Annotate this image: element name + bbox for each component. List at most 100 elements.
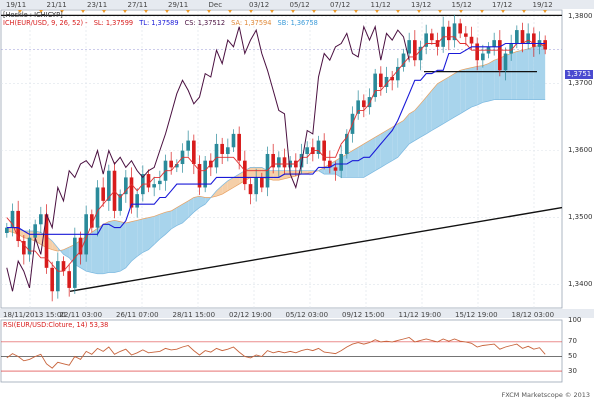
rsi-legend-text: RSI(EUR/USD:Cloture, 14) 53,38 [3, 321, 109, 329]
candle-body [373, 73, 377, 98]
bottom-date-label: 09/12 15:00 [342, 311, 385, 319]
candle-body [424, 33, 428, 47]
kumo-segment [165, 210, 172, 235]
legend-sa: SA: 1,37594 [231, 19, 272, 27]
candle-body [299, 153, 304, 168]
kumo-segment [284, 170, 291, 179]
kumo-segment [176, 204, 183, 226]
event-marker [270, 10, 274, 13]
kumo-segment [431, 83, 438, 131]
kumo-segment [131, 220, 138, 262]
legend-sb: SB: 1,36758 [277, 19, 318, 27]
candle-body [237, 133, 241, 161]
candle-body [44, 214, 49, 268]
event-marker [165, 10, 169, 13]
top-date-label: 17/12 [492, 1, 513, 9]
kumo-segment [392, 123, 398, 161]
candle-body [532, 33, 536, 47]
candle-body [305, 147, 309, 154]
kumo-segment [375, 133, 381, 171]
candle-body [339, 153, 343, 171]
event-marker [396, 10, 400, 13]
candle-body [169, 160, 173, 168]
kumo-segment [125, 221, 132, 268]
candle-body [328, 160, 332, 168]
bottom-date-label: 26/11 07:00 [116, 311, 159, 319]
candle-body [356, 100, 360, 114]
current-price-badge: 1,3751 [565, 70, 593, 79]
kumo-segment [108, 220, 115, 273]
footer-credit: FXCM Marketscope © 2013 [501, 391, 590, 399]
kumo-segment [454, 70, 461, 118]
date-strip-bottom [0, 309, 594, 318]
legend-tl: TL: 1,37589 [139, 19, 179, 27]
legend-title-text: [Hoskle : ICHICYP] [3, 11, 63, 19]
top-date-label: 19/12 [532, 1, 553, 9]
senkou-b-line [6, 99, 546, 275]
kumo-segment [369, 137, 376, 175]
candle-body [390, 76, 394, 81]
candle-body [214, 143, 219, 168]
candle-body [498, 40, 502, 71]
event-marker [207, 10, 211, 13]
kumo-segment [295, 170, 302, 177]
kumo-segment [420, 97, 427, 138]
candle-body [277, 157, 281, 168]
tenkan-sen-line [6, 36, 546, 272]
candle-body [73, 237, 77, 288]
event-marker [18, 10, 22, 13]
kumo-segment [154, 214, 160, 245]
candle-body [458, 23, 462, 34]
kumo-segment [97, 224, 104, 274]
candle-body [271, 153, 275, 168]
bottom-date-label: 18/12 03:00 [511, 311, 555, 319]
event-marker [375, 10, 379, 13]
kumo-segment [148, 216, 155, 250]
kumo-segment [182, 200, 189, 223]
candle-body [61, 261, 66, 272]
candle-body [452, 23, 457, 41]
kumo-segment [159, 212, 166, 240]
candle-body [10, 210, 15, 228]
candle-body [481, 53, 485, 61]
event-marker [354, 10, 358, 13]
top-date-label: 27/11 [127, 1, 148, 9]
candle-body [50, 267, 54, 292]
kumo-segment [488, 60, 495, 102]
event-marker [522, 10, 526, 13]
rsi-y-tick-label: 70 [568, 337, 577, 346]
y-tick-label: 1,3700 [568, 79, 593, 88]
candle-body [146, 174, 151, 188]
legend-cs: CS: 1,37512 [184, 19, 226, 27]
top-date-label: 29/11 [168, 1, 189, 9]
event-marker [39, 10, 43, 13]
y-tick-label: 1,3600 [568, 146, 593, 155]
kumo-segment [91, 228, 98, 274]
candle-body [5, 227, 9, 233]
kumo-segment [397, 120, 404, 158]
candle-body [469, 36, 474, 44]
kumo-segment [516, 50, 523, 100]
kumo-segment [193, 196, 200, 213]
top-date-label: 13/12 [411, 1, 432, 9]
kumo-segment [52, 241, 58, 252]
candle-body [464, 33, 468, 37]
candle-body [254, 177, 258, 195]
event-marker [249, 10, 253, 13]
candle-body [333, 167, 338, 171]
candle-body [95, 187, 100, 228]
kumo-segment [403, 113, 410, 151]
kumo-segment [460, 68, 466, 114]
rsi-legend: RSI(EUR/USD:Cloture, 14) 53,38 [3, 321, 112, 329]
kumo-segment [227, 177, 234, 191]
bottom-date-label: 15/12 19:00 [455, 311, 498, 319]
kumo-segment [380, 130, 387, 168]
candle-body [418, 46, 423, 61]
candle-body [248, 184, 253, 195]
candle-body [413, 40, 417, 61]
candle-body [492, 40, 496, 47]
candle-body [220, 143, 224, 154]
candle-body [39, 214, 43, 225]
